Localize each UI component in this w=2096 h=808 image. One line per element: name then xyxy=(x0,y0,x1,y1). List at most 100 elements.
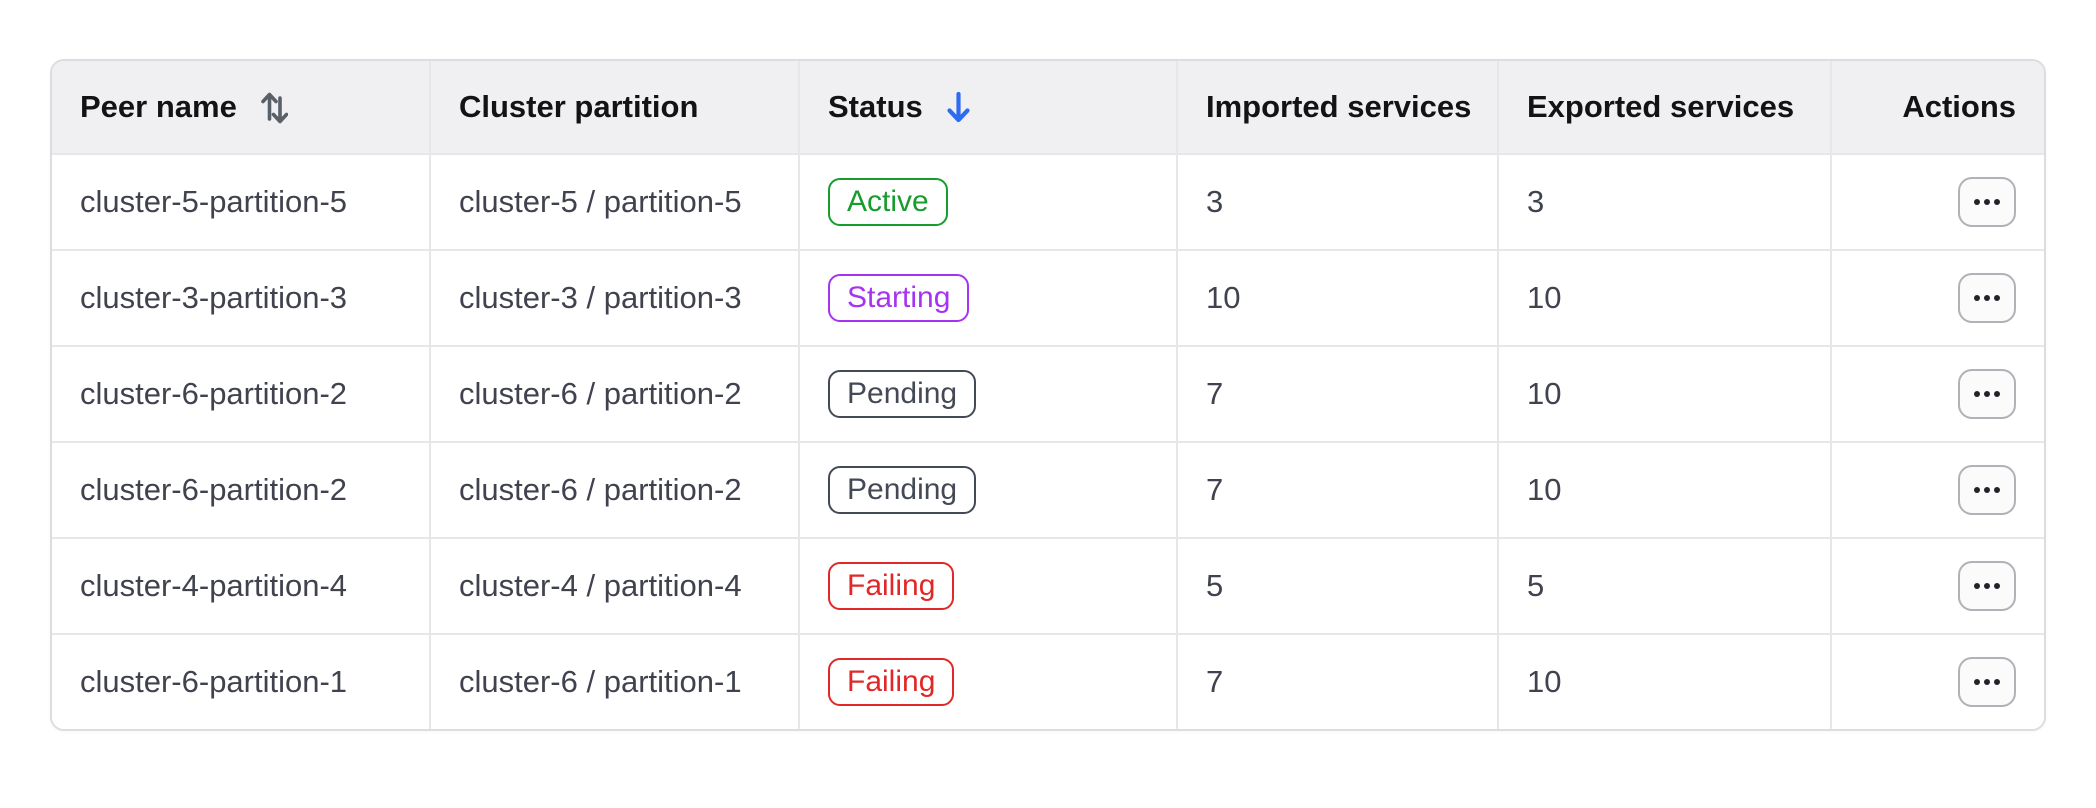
exported-services-cell: 10 xyxy=(1499,251,1832,345)
status-badge: Starting xyxy=(828,274,970,322)
peer-name-cell: cluster-6-partition-2 xyxy=(52,347,431,441)
peer-name-cell: cluster-6-partition-2 xyxy=(52,443,431,537)
row-actions-button[interactable] xyxy=(1958,561,2016,611)
status-cell: Pending xyxy=(800,443,1178,537)
cluster-partition-cell: cluster-6 / partition-2 xyxy=(431,443,800,537)
imported-services-value: 7 xyxy=(1206,472,1224,507)
status-badge: Failing xyxy=(828,562,955,610)
peer-name-text: cluster-3-partition-3 xyxy=(80,280,348,315)
peers-table: Peer name Cluster partition Status Impor… xyxy=(50,59,2046,731)
cluster-partition-text: cluster-5 / partition-5 xyxy=(459,184,742,219)
status-badge: Active xyxy=(828,178,948,226)
status-cell: Starting xyxy=(800,251,1178,345)
row-actions-button[interactable] xyxy=(1958,369,2016,419)
exported-services-value: 10 xyxy=(1527,472,1562,507)
imported-services-value: 7 xyxy=(1206,376,1224,411)
actions-cell xyxy=(1832,155,2044,249)
status-cell: Active xyxy=(800,155,1178,249)
status-badge: Pending xyxy=(828,370,977,418)
table-row: cluster-6-partition-2 cluster-6 / partit… xyxy=(52,441,2044,537)
peer-name-text: cluster-6-partition-2 xyxy=(80,376,348,411)
row-actions-button[interactable] xyxy=(1958,657,2016,707)
row-actions-button[interactable] xyxy=(1958,177,2016,227)
arrow-down-icon xyxy=(947,91,970,124)
imported-services-value: 3 xyxy=(1206,184,1224,219)
peer-name-text: cluster-6-partition-2 xyxy=(80,472,348,507)
peer-name-cell: cluster-3-partition-3 xyxy=(52,251,431,345)
actions-cell xyxy=(1832,443,2044,537)
table-row: cluster-4-partition-4 cluster-4 / partit… xyxy=(52,537,2044,633)
exported-services-value: 5 xyxy=(1527,568,1545,603)
ellipsis-icon xyxy=(1974,295,2000,301)
actions-cell xyxy=(1832,539,2044,633)
status-cell: Failing xyxy=(800,635,1178,729)
imported-services-cell: 7 xyxy=(1178,347,1499,441)
row-actions-button[interactable] xyxy=(1958,273,2016,323)
cluster-partition-text: cluster-6 / partition-2 xyxy=(459,472,742,507)
peer-name-text: cluster-5-partition-5 xyxy=(80,184,348,219)
imported-services-cell: 3 xyxy=(1178,155,1499,249)
exported-services-cell: 10 xyxy=(1499,635,1832,729)
exported-services-cell: 5 xyxy=(1499,539,1832,633)
status-cell: Pending xyxy=(800,347,1178,441)
exported-services-cell: 10 xyxy=(1499,443,1832,537)
column-header-peer-name[interactable]: Peer name xyxy=(52,61,431,153)
imported-services-value: 7 xyxy=(1206,664,1224,699)
cluster-partition-cell: cluster-5 / partition-5 xyxy=(431,155,800,249)
table-header-row: Peer name Cluster partition Status Impor… xyxy=(52,61,2044,153)
peer-name-text: cluster-4-partition-4 xyxy=(80,568,348,603)
peer-name-cell: cluster-5-partition-5 xyxy=(52,155,431,249)
ellipsis-icon xyxy=(1974,199,2000,205)
table-row: cluster-5-partition-5 cluster-5 / partit… xyxy=(52,153,2044,249)
table-row: cluster-6-partition-2 cluster-6 / partit… xyxy=(52,345,2044,441)
ellipsis-icon xyxy=(1974,391,2000,397)
imported-services-value: 5 xyxy=(1206,568,1224,603)
peer-name-cell: cluster-4-partition-4 xyxy=(52,539,431,633)
exported-services-cell: 10 xyxy=(1499,347,1832,441)
column-header-label: Peer name xyxy=(80,89,237,124)
column-header-label: Exported services xyxy=(1527,89,1795,124)
cluster-partition-cell: cluster-6 / partition-2 xyxy=(431,347,800,441)
actions-cell xyxy=(1832,635,2044,729)
actions-cell xyxy=(1832,347,2044,441)
cluster-partition-cell: cluster-3 / partition-3 xyxy=(431,251,800,345)
column-header-imported-services: Imported services xyxy=(1178,61,1499,153)
ellipsis-icon xyxy=(1974,679,2000,685)
cluster-partition-text: cluster-6 / partition-1 xyxy=(459,664,742,699)
status-badge: Pending xyxy=(828,466,977,514)
cluster-partition-cell: cluster-4 / partition-4 xyxy=(431,539,800,633)
column-header-cluster-partition: Cluster partition xyxy=(431,61,800,153)
cluster-partition-text: cluster-3 / partition-3 xyxy=(459,280,742,315)
ellipsis-icon xyxy=(1974,583,2000,589)
sort-both-icon xyxy=(261,90,288,125)
column-header-actions: Actions xyxy=(1832,61,2044,153)
column-header-status[interactable]: Status xyxy=(800,61,1178,153)
table-row: cluster-6-partition-1 cluster-6 / partit… xyxy=(52,633,2044,729)
column-header-exported-services: Exported services xyxy=(1499,61,1832,153)
column-header-label: Imported services xyxy=(1206,89,1472,124)
cluster-partition-text: cluster-6 / partition-2 xyxy=(459,376,742,411)
exported-services-value: 10 xyxy=(1527,376,1562,411)
exported-services-cell: 3 xyxy=(1499,155,1832,249)
status-badge: Failing xyxy=(828,658,955,706)
imported-services-cell: 5 xyxy=(1178,539,1499,633)
column-header-label: Status xyxy=(828,89,923,124)
exported-services-value: 3 xyxy=(1527,184,1545,219)
actions-cell xyxy=(1832,251,2044,345)
row-actions-button[interactable] xyxy=(1958,465,2016,515)
imported-services-cell: 7 xyxy=(1178,443,1499,537)
column-header-label: Cluster partition xyxy=(459,89,699,124)
peer-name-text: cluster-6-partition-1 xyxy=(80,664,348,699)
cluster-partition-cell: cluster-6 / partition-1 xyxy=(431,635,800,729)
column-header-label: Actions xyxy=(1902,89,2016,124)
exported-services-value: 10 xyxy=(1527,280,1562,315)
status-cell: Failing xyxy=(800,539,1178,633)
cluster-partition-text: cluster-4 / partition-4 xyxy=(459,568,742,603)
peer-name-cell: cluster-6-partition-1 xyxy=(52,635,431,729)
ellipsis-icon xyxy=(1974,487,2000,493)
table-body: cluster-5-partition-5 cluster-5 / partit… xyxy=(52,153,2044,729)
exported-services-value: 10 xyxy=(1527,664,1562,699)
imported-services-cell: 7 xyxy=(1178,635,1499,729)
table-row: cluster-3-partition-3 cluster-3 / partit… xyxy=(52,249,2044,345)
imported-services-value: 10 xyxy=(1206,280,1241,315)
